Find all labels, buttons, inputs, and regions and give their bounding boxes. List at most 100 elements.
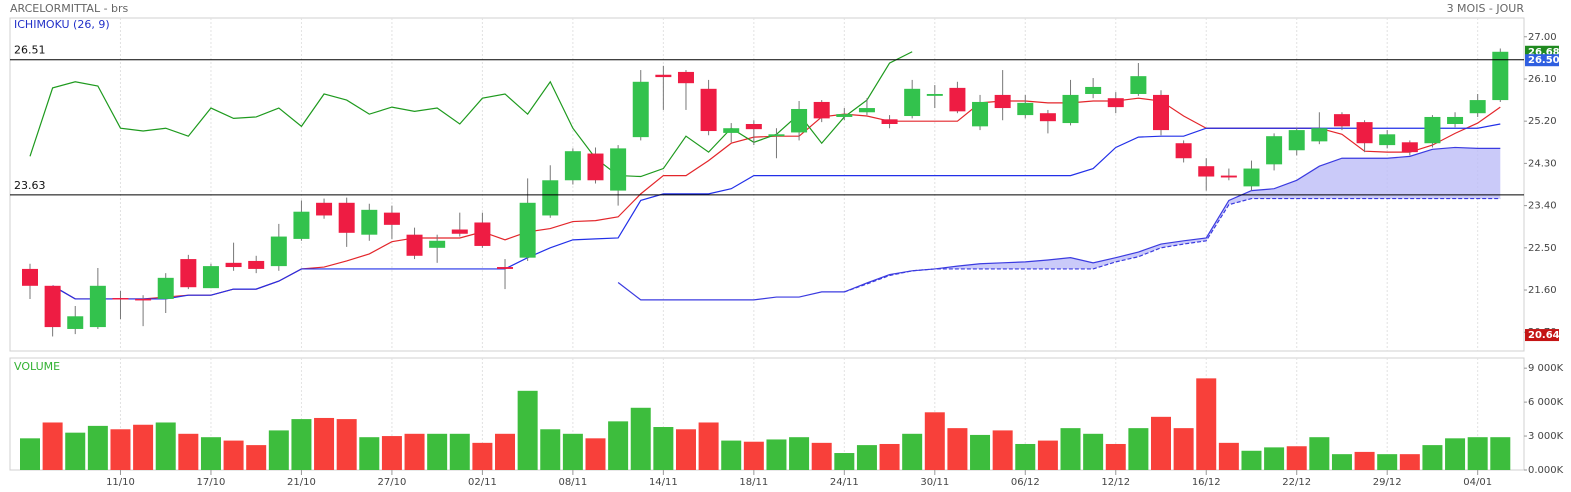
candle-body <box>1039 113 1056 122</box>
candle-body <box>1198 166 1215 177</box>
y-tick-label: 24.30 <box>1528 158 1557 169</box>
candle-body <box>1356 122 1373 144</box>
cloud <box>844 147 1501 292</box>
candle-body <box>1266 136 1283 165</box>
x-tick-label: 22/12 <box>1282 477 1311 488</box>
candle-body <box>429 240 446 248</box>
volume-bar <box>495 433 516 470</box>
candle-body <box>813 101 830 119</box>
chart-title: ARCELORMITTAL - brs <box>10 2 129 15</box>
candle-body <box>1062 94 1079 124</box>
volume-bar <box>698 422 719 470</box>
volume-bar <box>449 433 470 470</box>
volume-bar <box>585 438 606 470</box>
candle-body <box>1401 142 1418 153</box>
volume-bar <box>653 427 674 470</box>
horizontal-line-label: 23.63 <box>14 179 46 192</box>
volume-bar <box>155 422 176 470</box>
volume-bar <box>200 437 221 470</box>
x-tick-label: 17/10 <box>197 477 226 488</box>
volume-bar <box>970 434 991 470</box>
candle-body <box>587 153 604 181</box>
price-label: 26.50 <box>1528 55 1560 66</box>
y-tick-label: 0.000K <box>1528 465 1564 476</box>
candle-body <box>225 262 242 268</box>
volume-bar <box>178 433 199 470</box>
candle-body <box>293 211 310 239</box>
indicator-line <box>617 146 1501 301</box>
volume-bar <box>789 437 810 470</box>
indicator-line <box>52 123 1501 300</box>
candle-body <box>22 268 38 286</box>
volume-bar <box>65 432 86 470</box>
volume-bar <box>336 419 357 470</box>
candle-body <box>1333 114 1350 127</box>
candle-body <box>632 81 649 138</box>
candle-body <box>157 277 174 299</box>
candle-body <box>1130 76 1147 94</box>
candle-body <box>1243 168 1260 187</box>
x-tick-label: 30/11 <box>920 477 949 488</box>
candle-body <box>949 87 966 112</box>
volume-bar <box>856 445 877 470</box>
candle-body <box>542 180 559 216</box>
candle-body <box>112 298 129 300</box>
candle-body <box>44 285 61 328</box>
volume-bar <box>834 453 855 470</box>
candle-body <box>451 229 468 234</box>
candle-body <box>497 267 514 269</box>
volume-bar <box>1354 451 1375 470</box>
volume-bar <box>1128 428 1149 470</box>
volume-bar <box>20 438 40 470</box>
x-tick-label: 16/12 <box>1192 477 1221 488</box>
candle-body <box>1311 128 1328 142</box>
y-tick-label: 21.60 <box>1528 285 1557 296</box>
volume-bar <box>1241 450 1262 470</box>
volume-bar <box>1422 445 1443 470</box>
candle-body <box>791 108 808 133</box>
volume-bar <box>766 439 787 470</box>
y-tick-label: 23.40 <box>1528 201 1557 212</box>
volume-bar <box>1264 447 1285 470</box>
volume-bar <box>223 440 244 470</box>
candle-body <box>994 94 1011 109</box>
candle-body <box>655 74 672 78</box>
volume-bar <box>1445 438 1466 470</box>
x-tick-label: 14/11 <box>649 477 678 488</box>
volume-bar <box>1377 454 1398 470</box>
period: 3 MOIS - JOUR <box>1447 2 1525 15</box>
volume-bar <box>42 422 63 470</box>
volume-bar <box>314 417 335 470</box>
candle-body <box>858 108 875 113</box>
x-tick-label: 02/11 <box>468 477 497 488</box>
price-panel <box>9 17 1525 352</box>
candle-body <box>723 128 740 133</box>
candle-body <box>406 234 423 256</box>
volume-bar <box>1151 416 1171 470</box>
volume-bar <box>1286 446 1307 470</box>
volume-bar <box>1060 428 1081 470</box>
volume-bar <box>630 407 651 470</box>
candle-body <box>361 209 378 235</box>
volume-bar <box>381 436 402 470</box>
volume-bar <box>1331 454 1352 470</box>
candle-body <box>926 93 943 96</box>
candle-body <box>1379 134 1396 146</box>
volume-bar <box>540 429 561 470</box>
volume-bar <box>562 433 583 470</box>
candle-body <box>474 222 491 246</box>
candle-body <box>1175 143 1192 159</box>
candle-body <box>338 202 355 233</box>
volume-bar <box>924 412 945 470</box>
candle-body <box>768 134 785 137</box>
candle-body <box>1469 100 1486 114</box>
price-label: 26.68 <box>1528 47 1560 58</box>
volume-bar <box>608 421 629 470</box>
x-tick-label: 29/12 <box>1373 477 1402 488</box>
candle-body <box>1153 94 1169 131</box>
horizontal-line-label: 26.51 <box>14 44 46 57</box>
y-tick-label: 25.20 <box>1528 116 1557 127</box>
candle-body <box>1085 86 1102 94</box>
x-tick-label: 21/10 <box>287 477 316 488</box>
